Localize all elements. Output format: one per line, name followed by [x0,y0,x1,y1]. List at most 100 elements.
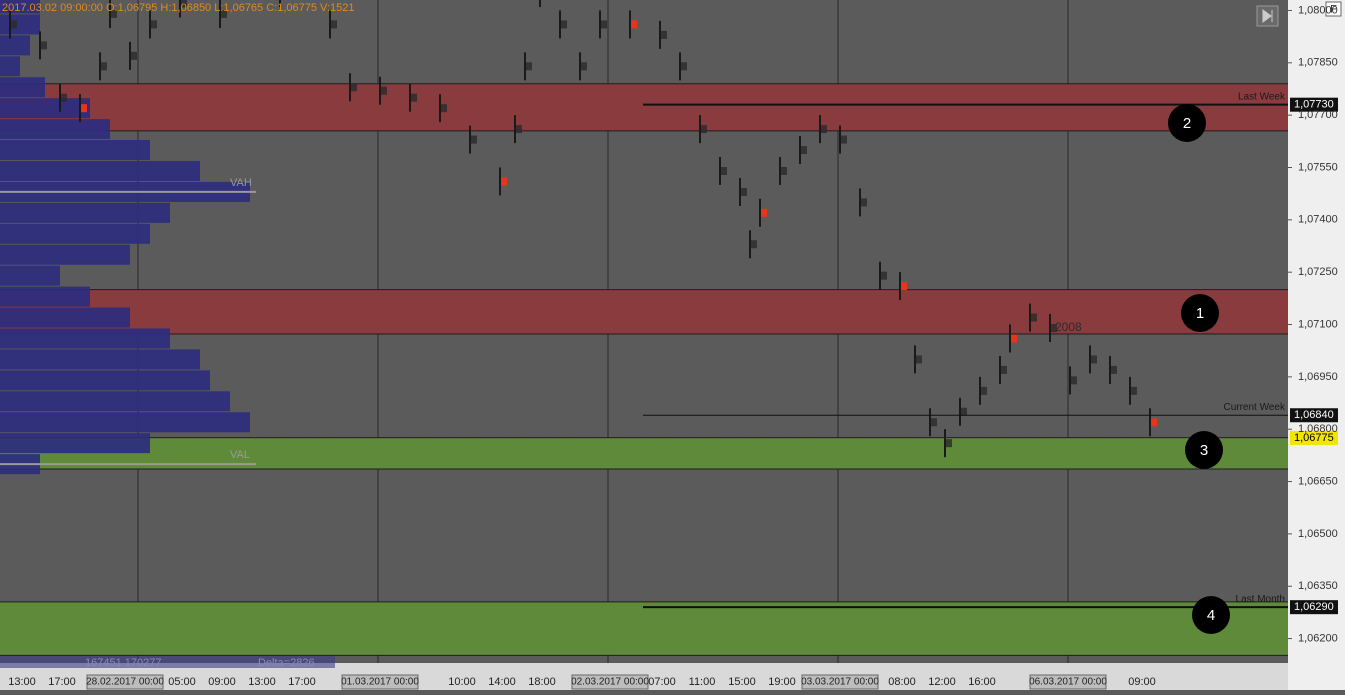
time-label: 07:00 [648,676,676,688]
zone [0,601,1288,656]
footprint-cell [441,104,447,113]
profile-bar [0,349,200,370]
profile-bar [0,223,150,244]
footprint-cell [1011,334,1017,343]
footprint-cell [11,20,17,29]
current-price-tag [1290,430,1338,445]
footprint-cell [701,125,707,134]
profile-bar [0,244,130,265]
footprint-cell [411,93,417,102]
footprint-cell [1001,365,1007,374]
footprint-cell [661,30,667,39]
zone-marker [1168,104,1206,142]
overlay: Last Week 1,07730 Current Week 1,06840 Last … [0,91,1338,634]
profile-bar [0,77,45,98]
footprint-cell [501,177,507,186]
footprint-cell [741,187,747,196]
footprint-cell [561,20,567,29]
level-tag-label: 1,06290 [1294,601,1334,613]
footprint-cell [681,62,687,71]
profile-bar [0,370,210,391]
footprint-cell [861,198,867,207]
price-tick-label: 1,08000 [1298,4,1338,16]
footprint-cell [331,20,337,29]
time-label: 11:00 [689,676,716,688]
level-name: Current Week [1223,402,1286,413]
vah-label: VAH [230,177,252,189]
footprint-cell [751,240,757,249]
price-tick-label: 1,07850 [1298,57,1338,69]
time-label: 06.03.2017 00:00 [1029,677,1107,688]
footer-bar [0,656,335,668]
profile-label: 2008 [1055,320,1082,334]
corner-button[interactable] [1325,1,1342,17]
zone [0,83,1288,131]
zone-marker [1192,596,1230,634]
date-box [341,674,419,690]
profile-bar [0,286,90,307]
price-tick-label: 1,06500 [1298,528,1338,540]
footprint-cell [821,125,827,134]
footprint-cell [131,51,137,60]
footprint-cell [721,166,727,175]
corner-button-label: F [1330,3,1337,15]
time-label: 02.03.2017 00:00 [571,677,649,688]
footprint-cell [581,62,587,71]
time-label: 09:00 [208,676,236,688]
level-name: Last Month [1236,594,1285,605]
footprint-cell [1031,313,1037,322]
price-tick-label: 1,06350 [1298,580,1338,592]
zone-marker-label: 4 [1207,607,1215,624]
footprint-cell [801,146,807,155]
footprint-cell [526,62,532,71]
current-price-label: 1,06775 [1294,432,1334,444]
level-tag [1290,408,1338,423]
price-tick-label: 1,07400 [1298,214,1338,226]
footprint-cell [1151,418,1157,427]
price-bars [9,0,1157,458]
footer-volumes: 167451 170277 [85,657,161,669]
footprint-cell [1131,386,1137,395]
zones [0,83,1288,656]
footprint-cell [1051,324,1057,333]
profile-bar [0,433,150,454]
profile-bar [0,35,30,56]
date-box [571,674,649,690]
time-label: 18:00 [528,676,556,688]
level-tag [1290,97,1338,112]
price-tick-label: 1,06950 [1298,371,1338,383]
footprint-cell [601,20,607,29]
profile-bar [0,412,250,433]
price-tick-label: 1,07250 [1298,266,1338,278]
profile-bar [0,307,130,328]
time-label: 03.03.2017 00:00 [801,677,879,688]
time-label: 17:00 [48,676,76,688]
footprint-cell [781,166,787,175]
zone-marker-label: 2 [1183,115,1191,132]
time-label: 13:00 [8,676,36,688]
price-tick-label: 1,07700 [1298,109,1338,121]
footprint-cell [931,418,937,427]
footprint-cell [516,125,522,134]
profile-bar [0,391,230,412]
price-axis-bg [1288,0,1345,690]
zone-marker-label: 1 [1196,305,1204,322]
level-name: Last Week [1238,91,1286,102]
footprint-cell [101,62,107,71]
play-icon [1262,9,1273,23]
zone [0,289,1288,334]
time-label: 17:00 [288,676,316,688]
footprint-cell [151,20,157,29]
footprint-cell [81,104,87,113]
zone-marker [1185,431,1223,469]
time-label: 13:00 [248,676,276,688]
footprint-cell [981,386,987,395]
footprint-cell [1111,365,1117,374]
footprint-cell [111,9,117,18]
time-label: 19:00 [768,676,796,688]
zone-marker [1181,294,1219,332]
profile-bar [0,160,200,181]
date-box [801,674,879,690]
